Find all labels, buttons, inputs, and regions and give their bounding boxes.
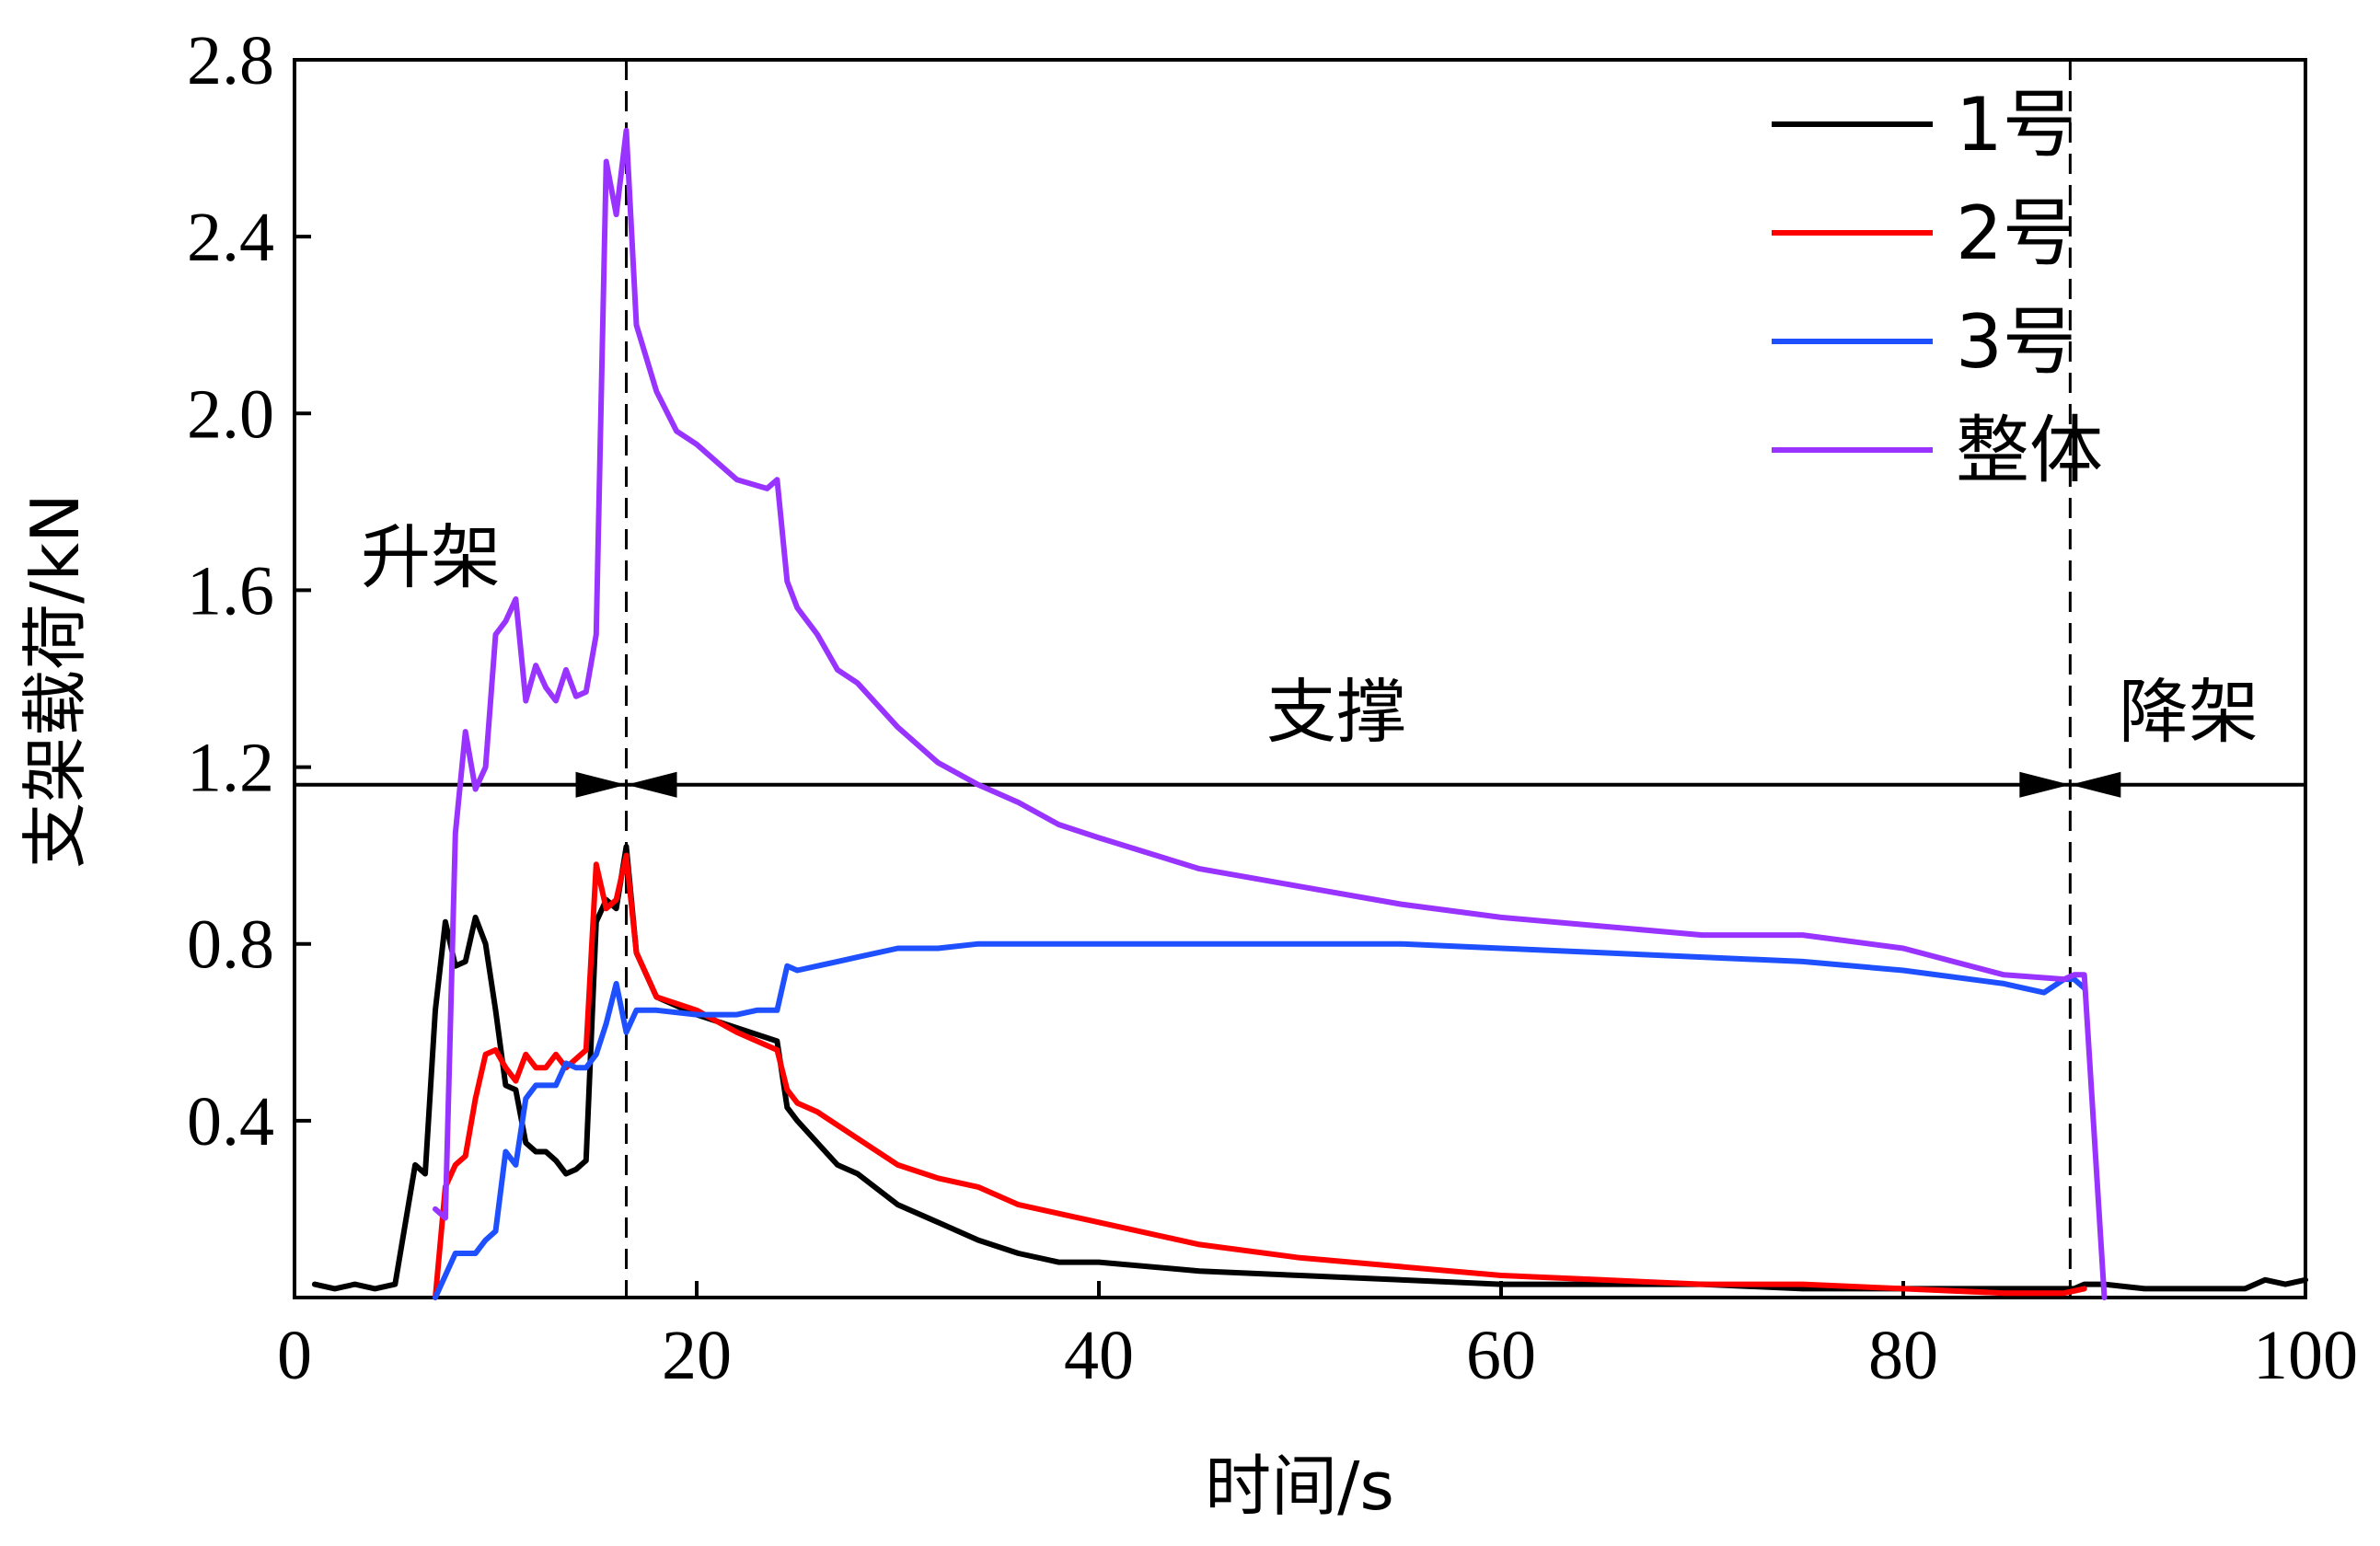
y-tick-label: 1.6 <box>187 552 274 629</box>
plot-frame <box>293 58 2307 1299</box>
x-tick-label: 20 <box>662 1317 732 1394</box>
phase-label-lower: 降架 <box>2119 671 2259 753</box>
y-tick-label: 2.0 <box>187 375 274 453</box>
phase-arrow <box>2019 771 2071 798</box>
phase-arrow <box>2070 771 2121 798</box>
series-line-2 <box>433 852 2087 1300</box>
phase-annotation: 升架 支撑 降架 <box>295 60 2305 1298</box>
legend-label: 3号 <box>1956 299 2076 385</box>
y-tick-label: 1.2 <box>187 730 274 807</box>
x-tick-label: 60 <box>1466 1317 1536 1394</box>
x-tick-label: 40 <box>1064 1317 1134 1394</box>
y-tick-label: 0.4 <box>187 1083 274 1160</box>
x-tick-group: 0 20 40 60 80 100 <box>277 1281 2358 1394</box>
y-tick-group: 0.4 0.8 1.2 1.6 2.0 2.4 2.8 <box>187 22 311 1160</box>
series-line-3 <box>433 940 2087 1300</box>
phase-label-rise: 升架 <box>361 516 501 598</box>
x-tick-label: 80 <box>1868 1317 1938 1394</box>
legend-label: 整体 <box>1956 408 2103 493</box>
legend-label: 2号 <box>1956 190 2076 276</box>
series-line-4 <box>433 127 2108 1300</box>
x-axis-label: 时间/s <box>1205 1448 1394 1525</box>
series-line-1 <box>311 844 2308 1292</box>
series-group <box>311 127 2308 1300</box>
phase-label-support: 支撑 <box>1266 671 1406 753</box>
y-axis-label: 支架载荷/kN <box>17 493 94 869</box>
phase-arrow <box>626 771 677 798</box>
x-tick-label: 0 <box>277 1317 312 1394</box>
legend-label: 1号 <box>1956 82 2076 167</box>
x-tick-label: 100 <box>2253 1317 2358 1394</box>
phase-arrow <box>575 771 627 798</box>
y-tick-label: 0.8 <box>187 906 274 984</box>
y-tick-label: 2.8 <box>187 22 274 99</box>
y-tick-label: 2.4 <box>187 199 274 276</box>
